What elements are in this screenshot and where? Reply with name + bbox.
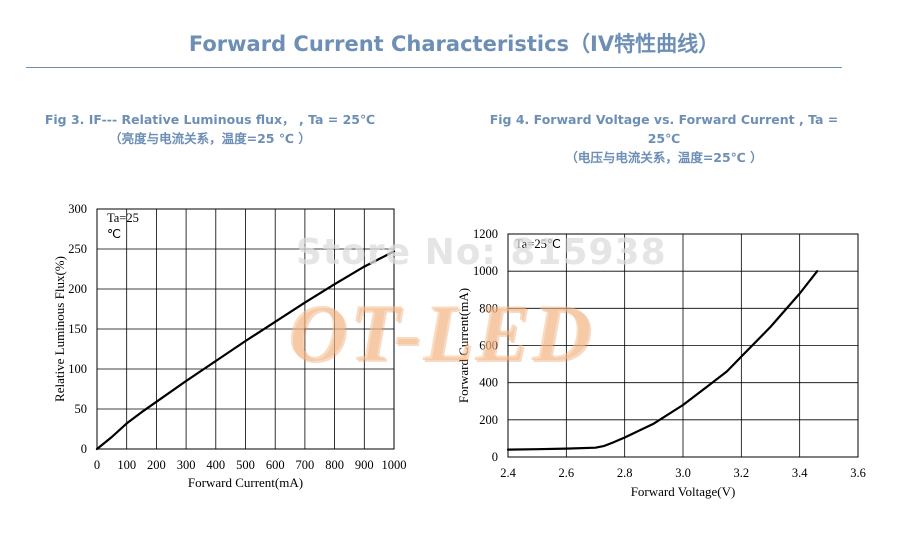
fig3-xtick-label: 1000 — [382, 458, 407, 472]
fig4-ytick-label: 0 — [492, 450, 498, 464]
fig4-xtick-label: 3.0 — [675, 466, 691, 480]
logo-watermark: OT-LED — [288, 287, 594, 378]
fig3-xtick-label: 0 — [94, 458, 100, 472]
fig4-x-axis-title: Forward Voltage(V) — [631, 484, 736, 499]
fig4-series-line — [506, 270, 819, 451]
fig3-ytick-label: 0 — [81, 442, 87, 456]
fig4-xtick-label: 2.8 — [617, 466, 633, 480]
page-title: Forward Current Characteristics（IV特性曲线） — [188, 32, 720, 56]
fig4-ytick-label: 1200 — [473, 227, 498, 241]
fig3-xtick-label: 500 — [236, 458, 255, 472]
fig3-ytick-label: 150 — [68, 322, 87, 336]
store-watermark: Store No: 815938 — [296, 232, 667, 273]
fig4-ytick-label: 1000 — [473, 264, 498, 278]
fig4-ytick-label: 600 — [479, 339, 498, 353]
fig4-xtick-label: 3.6 — [850, 466, 866, 480]
fig3-ytick-label: 200 — [68, 282, 87, 296]
title-divider — [26, 67, 842, 68]
fig3-xtick-label: 700 — [296, 458, 315, 472]
fig3-ytick-label: 250 — [68, 242, 87, 256]
fig3-xtick-label: 800 — [325, 458, 344, 472]
fig4-plot-frame — [507, 233, 859, 458]
fig3-x-axis-title: Forward Current(mA) — [188, 475, 303, 490]
fig3-plot-frame — [96, 208, 395, 450]
fig4-xtick-label: 3.4 — [792, 466, 808, 480]
fig4-xtick-label: 3.2 — [734, 466, 750, 480]
fig3-xtick-label: 900 — [355, 458, 374, 472]
fig3-caption: Fig 3. IF--- Relative Luminous flux， , T… — [30, 110, 390, 148]
fig4-caption: Fig 4. Forward Voltage vs. Forward Curre… — [474, 110, 854, 167]
fig3-subtitle: （亮度与电流关系，温度=25 ℃ ） — [109, 131, 311, 146]
fig3-ytick-label: 300 — [68, 202, 87, 216]
fig3-xtick-label: 600 — [266, 458, 285, 472]
fig4-ytick-label: 400 — [479, 376, 498, 390]
fig3-series-line — [95, 250, 396, 451]
fig4-subtitle: （电压与电流关系，温度=25℃ ） — [565, 150, 763, 165]
fig3-ytick-label: 100 — [68, 362, 87, 376]
fig3-xtick-label: 100 — [117, 458, 136, 472]
fig3-y-axis-title: Relative Luminous Flux(%) — [52, 256, 67, 402]
fig3-ytick-label: 50 — [75, 402, 88, 416]
fig4-xtick-label: 2.4 — [500, 466, 516, 480]
fig4-ytick-label: 200 — [479, 413, 498, 427]
fig3-annotation: Ta=25 — [107, 211, 139, 225]
fig3-xtick-label: 300 — [177, 458, 196, 472]
fig4-ytick-label: 800 — [479, 301, 498, 315]
fig3-annotation: ℃ — [107, 227, 121, 241]
fig4-title: Fig 4. Forward Voltage vs. Forward Curre… — [489, 112, 839, 146]
fig4-xtick-label: 2.6 — [559, 466, 575, 480]
fig3-xtick-label: 400 — [206, 458, 225, 472]
fig3-xtick-label: 200 — [147, 458, 166, 472]
fig3-title: Fig 3. IF--- Relative Luminous flux， , T… — [44, 112, 376, 127]
fig4-annotation: Ta=25℃ — [515, 237, 561, 251]
fig4-y-axis-title: Forward Current(mA) — [456, 288, 471, 403]
